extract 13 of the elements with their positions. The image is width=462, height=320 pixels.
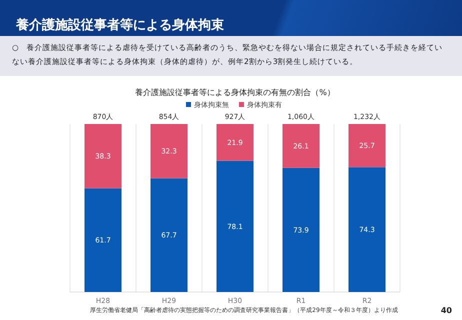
bar [150, 124, 188, 178]
chart-title: 養介護施設従事者等による身体拘束 [16, 16, 224, 34]
text: 40 [440, 306, 452, 315]
bar [216, 160, 254, 292]
bar [282, 168, 320, 292]
bar [84, 124, 122, 188]
bar [216, 124, 254, 161]
bar [282, 124, 320, 168]
bar [348, 167, 386, 292]
text: 養介護施設従事者等による身体拘束の有無の割合（%） [135, 88, 335, 97]
bar [84, 188, 122, 292]
bar [348, 124, 386, 168]
bar [150, 178, 188, 292]
